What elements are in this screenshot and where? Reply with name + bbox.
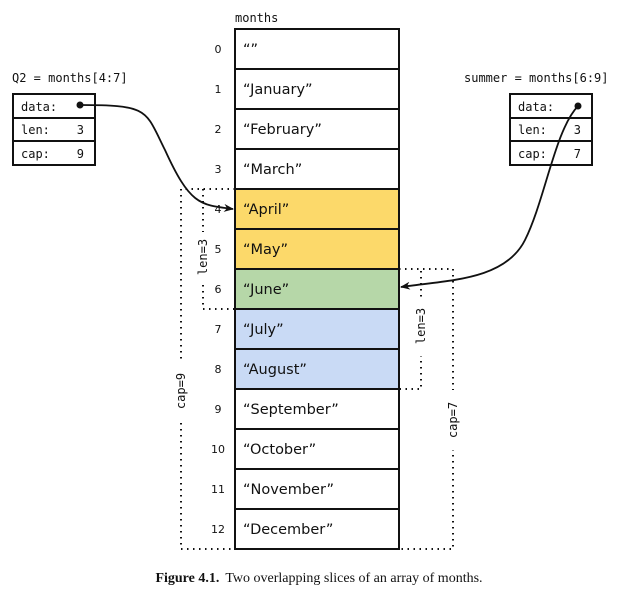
- summer-data-label: data:: [518, 100, 554, 114]
- q2-len-value: 3: [77, 123, 84, 137]
- array-cell: [234, 468, 400, 510]
- cell-value: “November”: [243, 482, 334, 498]
- q2-len-annotation: len=3: [196, 239, 210, 275]
- cell-value: “May”: [243, 242, 288, 258]
- q2-pointer-arrow: [79, 104, 234, 212]
- array-cell: [234, 428, 400, 470]
- cell-index: 5: [215, 243, 222, 256]
- array-cell: [234, 188, 400, 230]
- cell-index: 2: [215, 123, 222, 136]
- summer-cap-bracket: [399, 268, 454, 550]
- cell-value: “April”: [243, 202, 289, 218]
- cell-index: 0: [215, 43, 222, 56]
- cell-value: “March”: [243, 162, 302, 178]
- months-array: “” 0 “January” 1 “February” 2 “March” 3 “April” 4…: [211, 28, 400, 550]
- array-cell: [234, 268, 400, 310]
- array-cell: [234, 68, 400, 110]
- cell-value: “July”: [243, 322, 284, 338]
- array-cell: [234, 348, 400, 390]
- cell-index: 3: [215, 163, 222, 176]
- q2-len-bracket: [202, 189, 235, 310]
- figure-caption: Figure 4.1. Two overlapping slices of an …: [155, 571, 482, 586]
- summer-pointer-arrow: [400, 105, 579, 290]
- cell-index: 10: [211, 443, 225, 456]
- q2-data-label: data:: [21, 100, 57, 114]
- q2-label: Q2 = months[4:7]: [12, 71, 128, 85]
- cell-index: 1: [215, 83, 222, 96]
- array-cell: [234, 108, 400, 150]
- q2-len-label: len:: [21, 123, 50, 137]
- cell-value: “December”: [243, 522, 333, 538]
- summer-len-value: 3: [574, 123, 581, 137]
- cell-value: “January”: [243, 82, 313, 98]
- cell-index: 8: [215, 363, 222, 376]
- cell-value: “September”: [243, 402, 339, 418]
- array-cell: [234, 508, 400, 550]
- q2-cap-label: cap:: [21, 147, 50, 161]
- cell-index: 9: [215, 403, 222, 416]
- cell-index: 11: [211, 483, 225, 496]
- cell-value: “February”: [243, 122, 322, 138]
- cell-index: 6: [215, 283, 222, 296]
- summer-cap-value: 7: [574, 147, 581, 161]
- cell-value: “August”: [243, 362, 307, 378]
- summer-label: summer = months[6:9]: [464, 71, 609, 85]
- array-cell: [234, 28, 400, 70]
- caption-text: Two overlapping slices of an array of mo…: [225, 571, 482, 586]
- cell-index: 12: [211, 523, 225, 536]
- summer-cap-annotation: cap=7: [446, 402, 460, 438]
- array-name: months: [235, 11, 278, 25]
- summer-cap-label: cap:: [518, 147, 547, 161]
- cell-value: “October”: [243, 442, 316, 458]
- caption-figure-number: Figure 4.1.: [155, 571, 219, 586]
- summer-len-annotation: len=3: [414, 308, 428, 344]
- cell-value: “June”: [243, 282, 289, 298]
- cell-index: 4: [215, 203, 222, 216]
- cell-value: “”: [243, 42, 258, 58]
- summer-len-label: len:: [518, 123, 547, 137]
- q2-cap-value: 9: [77, 147, 84, 161]
- cell-index: 7: [215, 323, 222, 336]
- q2-cap-annotation: cap=9: [174, 373, 188, 409]
